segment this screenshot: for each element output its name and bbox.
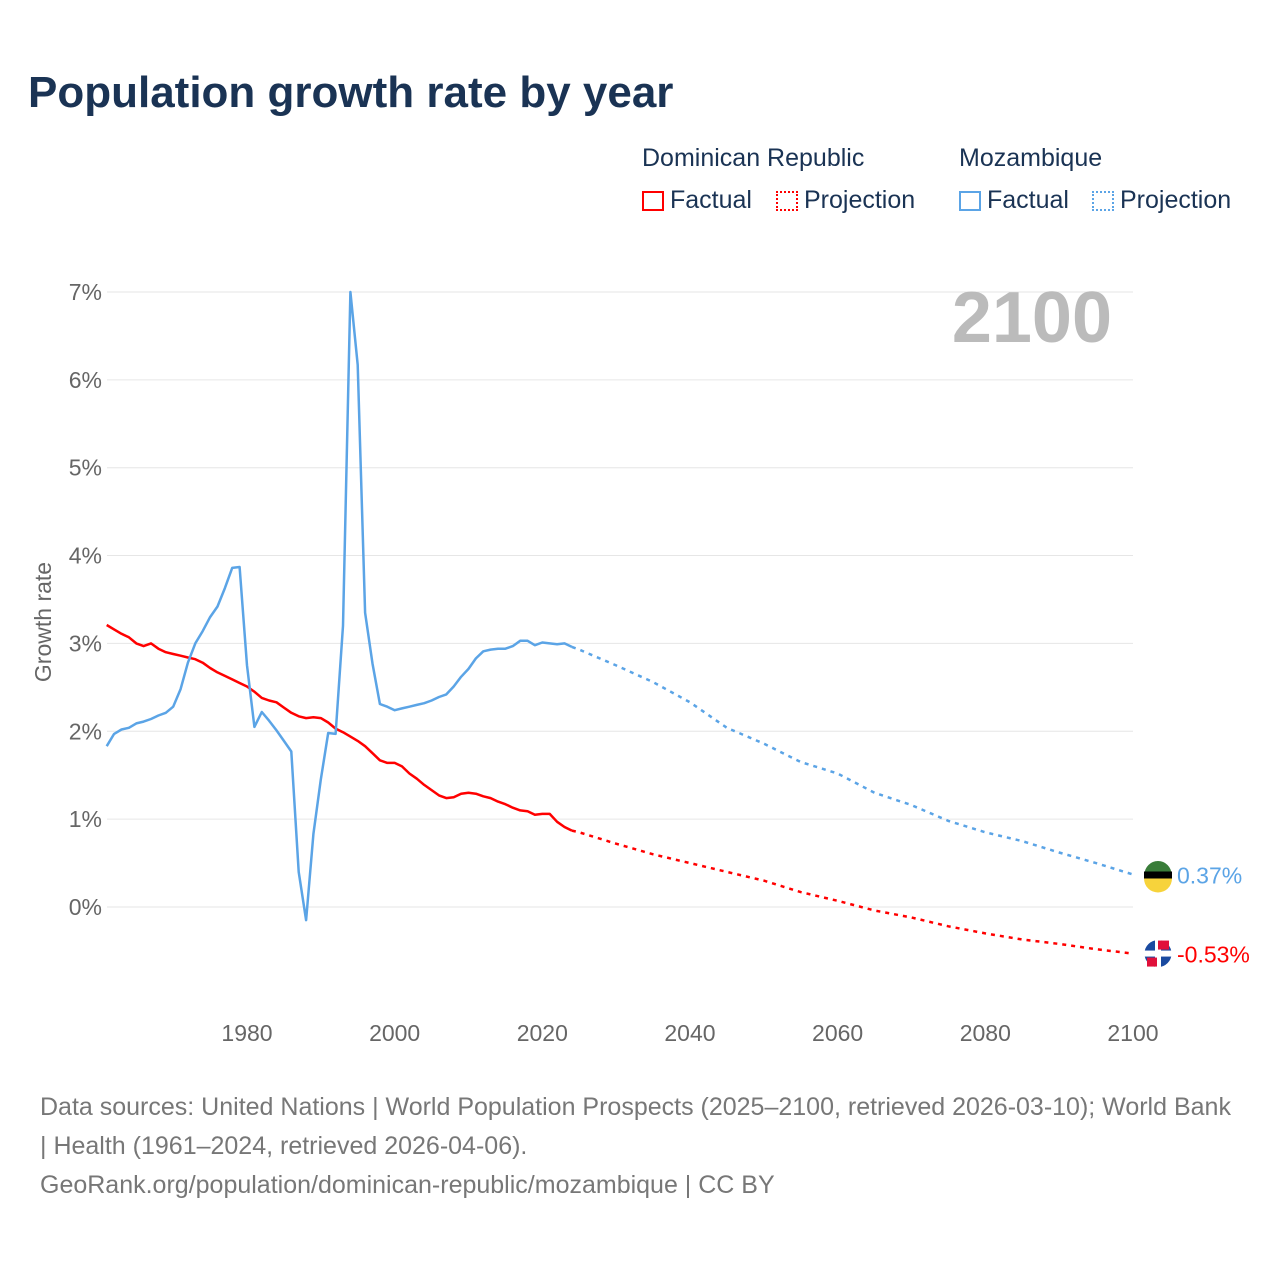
legend-swatch-solid-blue bbox=[959, 191, 981, 211]
flag-stripe bbox=[1144, 871, 1172, 879]
line-mozambique-projection bbox=[571, 645, 1134, 876]
legend-group-dominican-republic: Dominican Republic bbox=[642, 144, 865, 172]
legend-mz-factual[interactable]: Factual bbox=[959, 186, 1069, 215]
year-label: 2100 bbox=[952, 278, 1112, 358]
legend-label: Factual bbox=[987, 186, 1069, 214]
y-tick-label: 5% bbox=[69, 455, 102, 481]
y-tick-label: 2% bbox=[69, 718, 102, 744]
legend-dr-projection[interactable]: Projection bbox=[776, 186, 915, 215]
line-dominican-republic-projection bbox=[571, 829, 1134, 955]
legend-label: Projection bbox=[804, 186, 916, 214]
y-tick-label: 4% bbox=[69, 543, 102, 569]
x-tick-label: 2060 bbox=[812, 1020, 863, 1046]
x-tick-label: 2020 bbox=[517, 1020, 568, 1046]
y-axis-label: Growth rate bbox=[30, 562, 56, 682]
x-tick-label: 2040 bbox=[664, 1020, 715, 1046]
legend-group-mozambique: Mozambique bbox=[959, 144, 1103, 172]
x-tick-label: 1980 bbox=[221, 1020, 272, 1046]
y-tick-label: 7% bbox=[69, 279, 102, 305]
x-tick-label: 2080 bbox=[960, 1020, 1011, 1046]
legend-swatch-solid-red bbox=[642, 191, 664, 211]
legend-swatch-dotted-red bbox=[776, 191, 798, 211]
flag-quarter bbox=[1147, 957, 1157, 967]
footer: Data sources: United Nations | World Pop… bbox=[40, 1088, 1240, 1205]
y-tick-label: 6% bbox=[69, 367, 102, 393]
flag-quarter bbox=[1158, 940, 1169, 950]
flag-stripe bbox=[1144, 878, 1172, 893]
legend-dr-factual[interactable]: Factual bbox=[642, 186, 752, 215]
source-link[interactable]: GeoRank.org/population/dominican-republi… bbox=[40, 1171, 775, 1199]
line-dominican-republic-factual bbox=[106, 623, 573, 832]
y-tick-label: 1% bbox=[69, 806, 102, 832]
chart-title: Population growth rate by year bbox=[28, 68, 674, 117]
legend-label: Factual bbox=[670, 186, 752, 214]
x-tick-label: 2100 bbox=[1107, 1020, 1158, 1046]
end-label-mozambique: 0.37% bbox=[1177, 862, 1242, 888]
legend-label: Projection bbox=[1120, 186, 1232, 214]
legend-swatch-dotted-blue bbox=[1092, 191, 1114, 211]
y-tick-label: 3% bbox=[69, 630, 102, 656]
legend-mz-projection[interactable]: Projection bbox=[1092, 186, 1231, 215]
line-mozambique-factual bbox=[105, 290, 573, 922]
x-tick-label: 2000 bbox=[369, 1020, 420, 1046]
y-tick-label: 0% bbox=[69, 894, 102, 920]
data-sources: Data sources: United Nations | World Pop… bbox=[40, 1093, 1231, 1160]
end-label-dominican-republic: -0.53% bbox=[1177, 942, 1250, 968]
flag-cross bbox=[1144, 950, 1172, 957]
